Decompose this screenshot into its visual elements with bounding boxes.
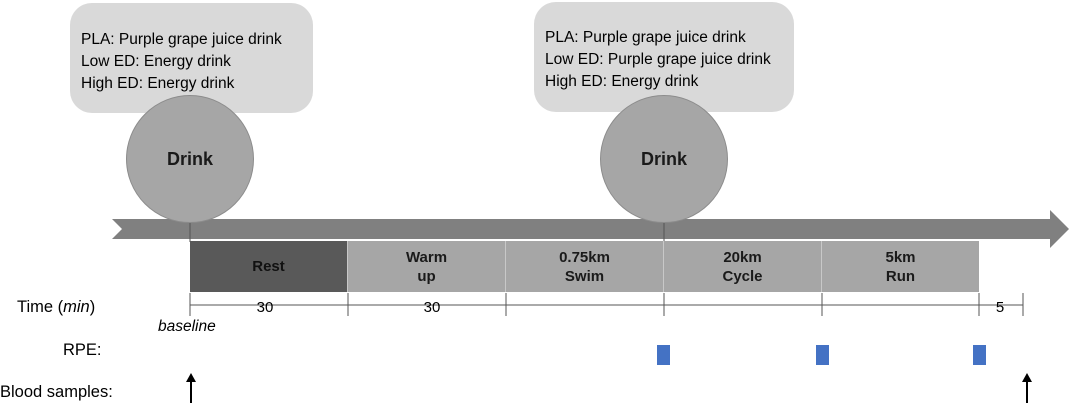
callout-line: High ED: Energy drink xyxy=(545,73,699,90)
phase-swim: 0.75km Swim xyxy=(506,241,664,292)
time-scale xyxy=(189,293,1024,316)
blood-sample-up-arrow-icon xyxy=(1022,373,1032,403)
blood-sample-up-arrow-icon xyxy=(186,373,196,403)
timeline-arrow-icon xyxy=(112,210,1069,248)
drink-label: Drink xyxy=(640,148,687,169)
phase-cycle: 20km Cycle xyxy=(664,241,822,292)
callout-line: Low ED: Purple grape juice drink xyxy=(545,51,771,68)
drink-circle: Drink xyxy=(600,95,728,223)
phase-label: Rest xyxy=(252,258,285,275)
callout-line: Low ED: Energy drink xyxy=(81,53,231,70)
phase-label: 0.75km Swim xyxy=(559,248,610,285)
time-row-label: Time (min) xyxy=(17,298,96,316)
callout-line: High ED: Energy drink xyxy=(81,75,235,92)
drink-label: Drink xyxy=(166,148,213,169)
rpe-square-marker-icon xyxy=(657,345,670,365)
phase-run: 5km Run xyxy=(822,241,979,292)
drink-circle: Drink xyxy=(126,95,254,223)
phase-warm-up: Warm up xyxy=(348,241,506,292)
rpe-square-marker-icon xyxy=(816,345,829,365)
duration-rest: 30 xyxy=(256,299,274,316)
callout-line: PLA: Purple grape juice drink xyxy=(81,31,282,48)
phase-rest: Rest xyxy=(190,241,348,292)
rpe-row-label: RPE: xyxy=(63,341,102,359)
time-unit: min xyxy=(63,298,90,316)
phase-label: Warm up xyxy=(405,248,448,285)
phase-label: 20km Cycle xyxy=(722,248,763,285)
phase-label: 5km Run xyxy=(885,248,916,285)
rpe-square-marker-icon xyxy=(973,345,986,365)
duration-warm-up: 30 xyxy=(423,299,441,316)
drink-composition-callout: PLA: Purple grape juice drink Low ED: En… xyxy=(70,3,313,113)
baseline-label: baseline xyxy=(158,318,216,335)
blood-samples-row-label: Blood samples: xyxy=(0,383,113,401)
drink-composition-callout: PLA: Purple grape juice drink Low ED: Pu… xyxy=(534,2,794,112)
duration-post: 5 xyxy=(995,299,1005,316)
callout-line: PLA: Purple grape juice drink xyxy=(545,29,746,46)
